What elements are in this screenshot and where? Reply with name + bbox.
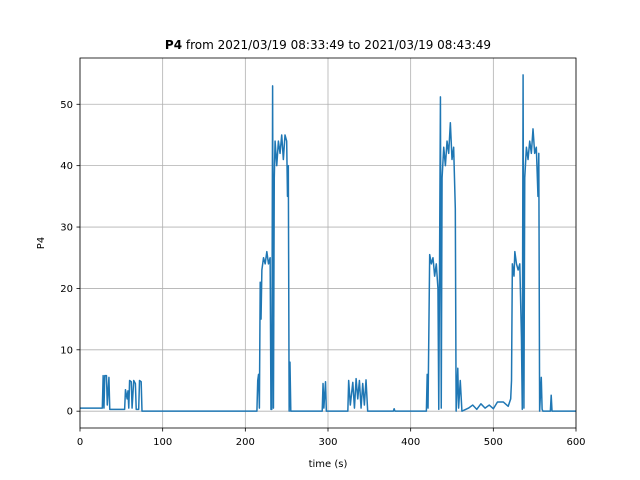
title-bold: P4 <box>165 38 182 52</box>
x-tick-label: 400 <box>401 437 420 448</box>
y-axis-label: P4 <box>36 237 47 249</box>
title-text: from 2021/03/19 08:33:49 to 2021/03/19 0… <box>186 38 491 52</box>
plot-area <box>80 74 576 412</box>
x-tick-label: 500 <box>484 437 503 448</box>
y-tick-label: 50 <box>60 100 73 111</box>
y-tick-label: 10 <box>60 345 73 356</box>
x-tick-label: 100 <box>153 437 172 448</box>
x-axis-label: time (s) <box>309 459 348 470</box>
y-tick-label: 0 <box>67 407 73 418</box>
x-tick-label: 300 <box>318 437 337 448</box>
data-line <box>80 74 576 412</box>
y-tick-label: 30 <box>60 223 73 234</box>
x-tick-label: 200 <box>236 437 255 448</box>
chart-title: P4 from 2021/03/19 08:33:49 to 2021/03/1… <box>165 38 491 52</box>
y-tick-label: 40 <box>60 161 73 172</box>
x-tick-label: 600 <box>566 437 585 448</box>
x-tick-label: 0 <box>77 437 83 448</box>
y-tick-label: 20 <box>60 284 73 295</box>
